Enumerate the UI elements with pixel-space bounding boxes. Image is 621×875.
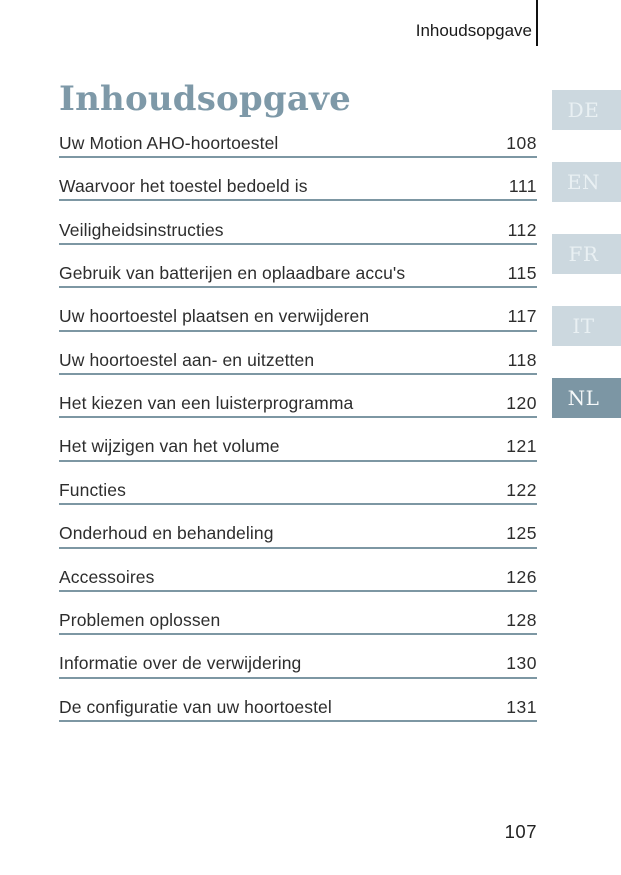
toc-entry-page-number: 128	[506, 610, 537, 631]
page-number: 107	[504, 821, 537, 842]
language-tab-it[interactable]: IT	[552, 306, 621, 346]
toc-list: Uw Motion AHO-hoortoestel 108 Waarvoor h…	[59, 132, 537, 739]
toc-entry-page-number: 125	[506, 523, 537, 544]
toc-entry-page-number: 112	[507, 219, 537, 240]
toc-entry-label: Waarvoor het toestel bedoeld is	[59, 176, 308, 197]
page-title: Inhoudsopgave	[59, 79, 351, 119]
language-tab-label: DE	[567, 98, 600, 122]
toc-entry-label: Het kiezen van een luisterprogramma	[59, 393, 354, 414]
toc-entry-label: Uw hoortoestel aan- en uitzetten	[59, 349, 315, 370]
toc-entry-label: Problemen oplossen	[59, 610, 221, 631]
toc-row[interactable]: Problemen oplossen 128	[59, 609, 537, 636]
toc-row[interactable]: Gebruik van batterijen en oplaadbare acc…	[59, 262, 537, 289]
toc-entry-label: Uw hoortoestel plaatsen en verwijderen	[59, 306, 370, 327]
toc-entry-page-number: 111	[508, 176, 537, 197]
running-header-title: Inhoudsopgave	[415, 21, 532, 40]
language-tab-label: NL	[567, 386, 600, 410]
toc-row[interactable]: De configuratie van uw hoortoestel 131	[59, 696, 537, 723]
toc-entry-page-number: 108	[506, 132, 537, 153]
language-tab-label: FR	[568, 242, 599, 266]
toc-entry-label: Informatie over de verwijdering	[59, 653, 302, 674]
language-tab-label: IT	[572, 314, 595, 338]
language-tab-label: EN	[566, 170, 601, 194]
header-divider	[536, 0, 538, 46]
toc-entry-page-number: 121	[506, 436, 537, 457]
toc-row[interactable]: Uw Motion AHO-hoortoestel 108	[59, 132, 537, 158]
language-tab-nl[interactable]: NL	[552, 378, 621, 418]
toc-entry-page-number: 131	[506, 696, 537, 717]
toc-entry-page-number: 115	[507, 262, 537, 283]
toc-entry-page-number: 120	[506, 393, 537, 414]
toc-entry-label: Functies	[59, 479, 126, 500]
toc-entry-page-number: 118	[507, 349, 537, 370]
toc-row[interactable]: Het wijzigen van het volume 121	[59, 436, 537, 462]
toc-entry-label: Accessoires	[59, 566, 155, 587]
toc-row[interactable]: Functies 122	[59, 479, 537, 506]
language-tabs: DE EN FR IT NL	[552, 90, 621, 450]
toc-row[interactable]: Uw hoortoestel aan- en uitzetten 118	[59, 349, 537, 375]
toc-entry-page-number: 122	[506, 479, 537, 500]
toc-row[interactable]: Waarvoor het toestel bedoeld is 111	[59, 175, 537, 202]
toc-entry-page-number: 117	[507, 306, 537, 327]
toc-entry-page-number: 126	[506, 566, 537, 587]
toc-row[interactable]: Het kiezen van een luisterprogramma 120	[59, 392, 537, 419]
toc-entry-label: Het wijzigen van het volume	[59, 436, 280, 457]
toc-entry-label: Veiligheidsinstructies	[59, 219, 224, 240]
toc-entry-label: De configuratie van uw hoortoestel	[59, 696, 332, 717]
language-tab-de[interactable]: DE	[552, 90, 621, 130]
toc-row[interactable]: Accessoires 126	[59, 566, 537, 592]
toc-entry-label: Onderhoud en behandeling	[59, 523, 274, 544]
toc-entry-label: Uw Motion AHO-hoortoestel	[59, 132, 279, 153]
language-tab-en[interactable]: EN	[552, 162, 621, 202]
toc-entry-label: Gebruik van batterijen en oplaadbare acc…	[59, 262, 406, 283]
language-tab-fr[interactable]: FR	[552, 234, 621, 274]
toc-row[interactable]: Uw hoortoestel plaatsen en verwijderen 1…	[59, 306, 537, 332]
toc-row[interactable]: Informatie over de verwijdering 130	[59, 653, 537, 679]
toc-row[interactable]: Onderhoud en behandeling 125	[59, 523, 537, 549]
toc-entry-page-number: 130	[506, 653, 537, 674]
toc-row[interactable]: Veiligheidsinstructies 112	[59, 219, 537, 245]
